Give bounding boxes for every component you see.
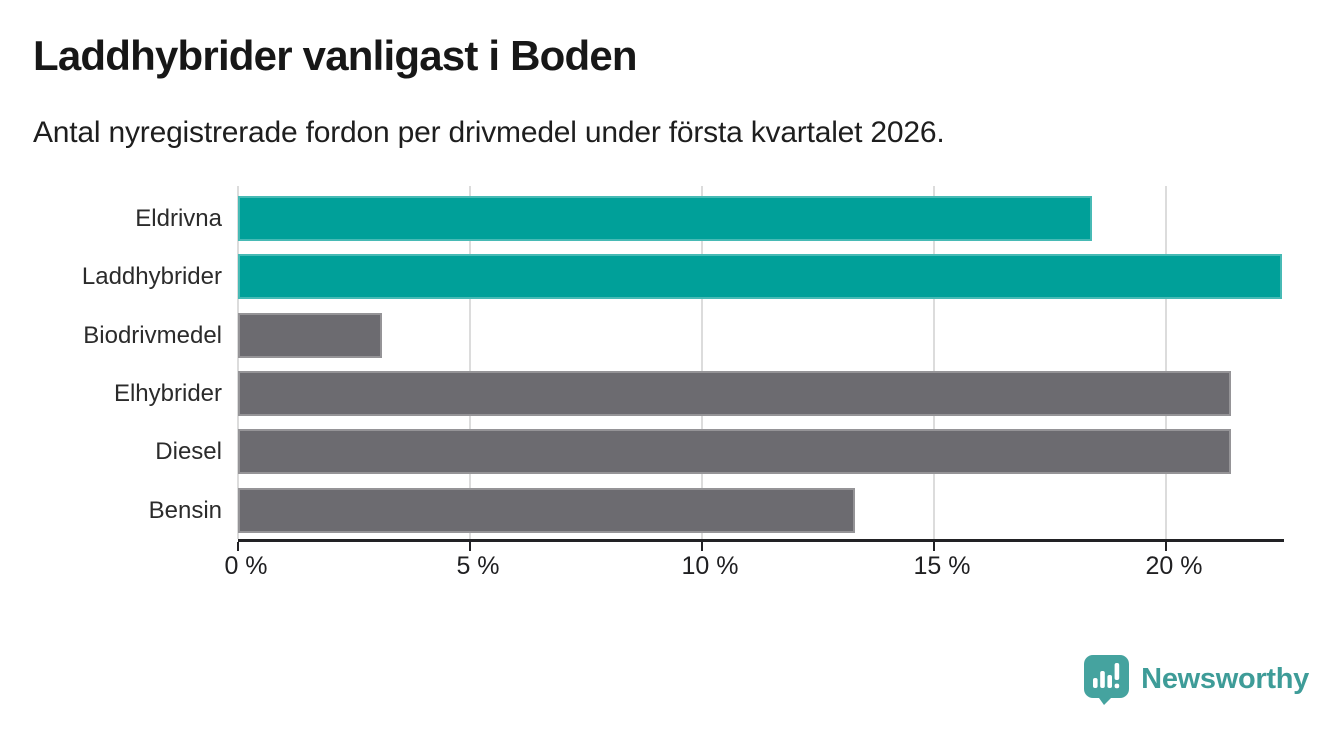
- plot-area: [237, 186, 1282, 539]
- newsworthy-icon: [1084, 655, 1130, 705]
- x-axis-line: [238, 539, 1284, 542]
- x-axis-tick: [933, 542, 935, 551]
- gridline: [469, 186, 471, 539]
- x-axis-tick: [237, 542, 239, 551]
- gridline: [1165, 186, 1167, 539]
- category-label-bensin: Bensin: [148, 496, 222, 524]
- x-axis-tick: [469, 542, 471, 551]
- x-axis-tick-label: 5 %: [456, 552, 500, 580]
- brand-name: Newsworthy: [1141, 663, 1309, 695]
- x-axis-tick-label: 20 %: [1145, 552, 1203, 580]
- gridline: [933, 186, 935, 539]
- category-label-eldrivna: Eldrivna: [135, 205, 222, 232]
- bar-eldrivna: [238, 196, 1092, 241]
- x-axis-tick: [1165, 542, 1167, 551]
- bar-biodrivmedel: [238, 312, 382, 358]
- bar-laddhybrider: [238, 254, 1282, 300]
- category-label-biodrivmedel: Biodrivmedel: [83, 321, 222, 349]
- bar-elhybrider: [238, 371, 1231, 417]
- category-label-elhybrider: Elhybrider: [113, 380, 222, 408]
- speech-bubble-shape: [1084, 655, 1130, 705]
- chart-subtitle: Antal nyregistrerade fordon per drivmede…: [33, 116, 945, 149]
- x-axis-tick-label: 15 %: [913, 552, 971, 580]
- category-labels: Eldrivna Laddhybrider Biodrivmedel Elhybrid…: [0, 186, 222, 539]
- bar-diesel: [238, 429, 1231, 475]
- category-label-laddhybrider: Laddhybrider: [81, 263, 222, 291]
- gridline: [701, 186, 703, 539]
- x-axis-tick-label: 10 %: [681, 552, 739, 580]
- x-axis-tick: [701, 542, 703, 551]
- bar-bensin: [238, 487, 856, 533]
- x-axis-tick-label: 0 %: [224, 552, 268, 580]
- category-label-diesel: Diesel: [155, 438, 222, 466]
- brand-logo: Newsworthy: [1083, 654, 1309, 705]
- gridline: [237, 186, 239, 539]
- chart-title: Laddhybrider vanligast i Boden: [33, 32, 638, 79]
